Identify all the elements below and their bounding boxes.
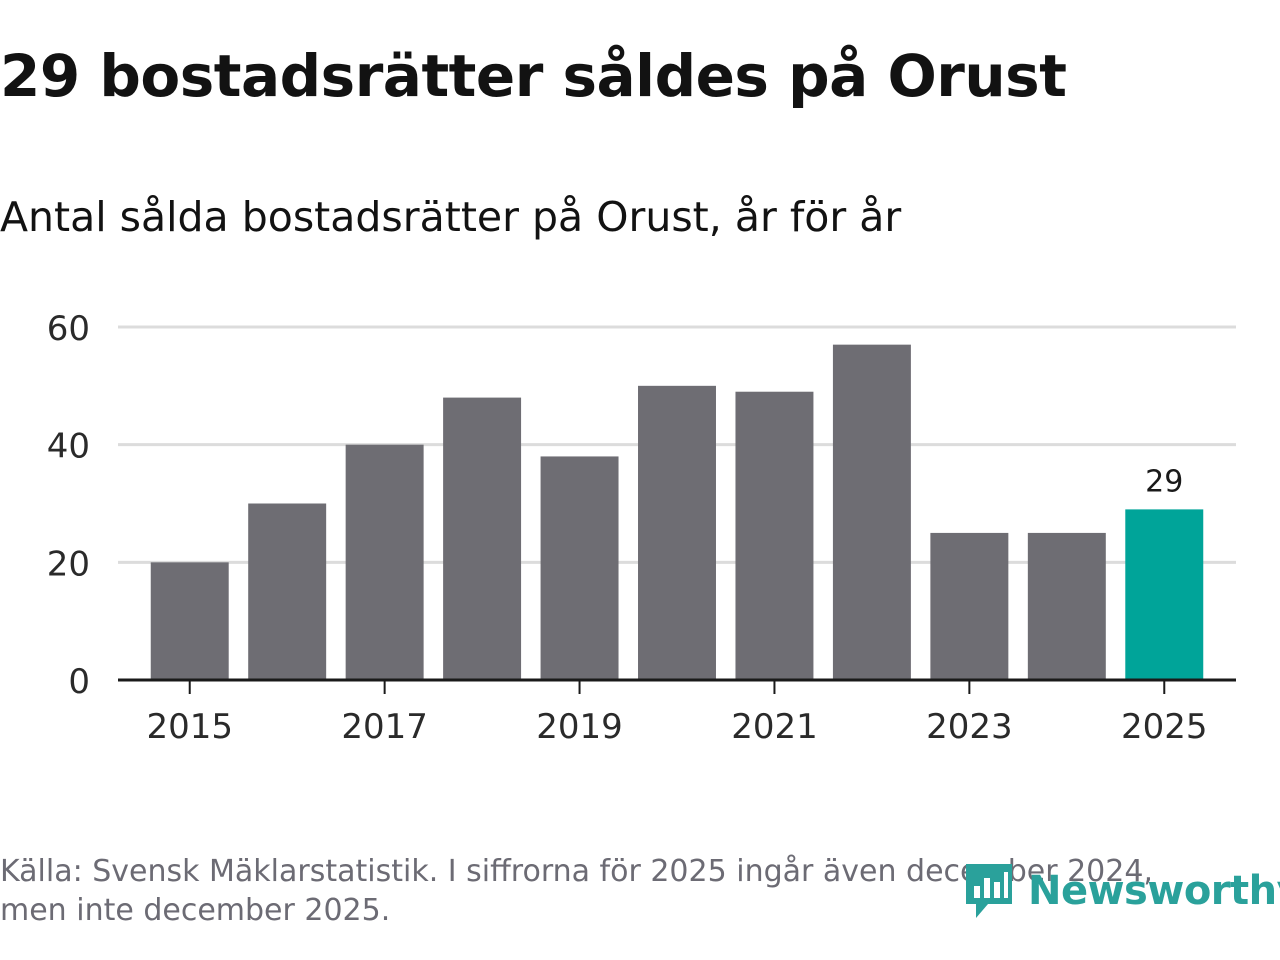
bar-2024 <box>1027 532 1106 680</box>
bar-2022 <box>832 344 911 680</box>
bar-2021 <box>735 391 814 680</box>
source-note-line-1: Källa: Svensk Mäklarstatistik. I siffror… <box>0 854 1153 889</box>
data-label-2025: 29 <box>1145 464 1183 499</box>
y-tick-label-0: 0 <box>68 662 90 702</box>
bar-2017 <box>345 444 424 680</box>
bar-2016 <box>248 503 327 680</box>
x-tick-label-2023: 2023 <box>926 707 1013 747</box>
x-axis-ticks: 2015 2017 2019 2021 2023 2025 <box>118 678 1236 747</box>
data-labels: 29 <box>1145 464 1183 499</box>
chart-title: 29 bostadsrätter såldes på Orust <box>0 42 1067 110</box>
newsworthy-chat-chart-icon <box>966 864 1012 918</box>
bar-2015 <box>150 562 229 680</box>
x-tick-label-2025: 2025 <box>1121 707 1208 747</box>
y-axis-ticks: 0 20 40 60 <box>47 309 90 702</box>
bar-2020 <box>638 385 716 680</box>
source-note-line-2: men inte december 2025. <box>0 893 391 928</box>
bar-chart: 0 20 40 60 2015 2017 2019 2021 2023 2025 29 <box>47 309 1236 747</box>
x-tick-label-2019: 2019 <box>536 707 623 747</box>
x-tick-label-2021: 2021 <box>731 707 818 747</box>
source-note: Källa: Svensk Mäklarstatistik. I siffror… <box>0 852 1220 930</box>
bar-2018 <box>443 397 522 680</box>
bar-2019 <box>540 456 619 680</box>
logo-name: Newsworthy <box>1028 868 1280 914</box>
bar-2025 <box>1125 509 1204 680</box>
y-tick-label-60: 60 <box>47 309 90 349</box>
bar-2023 <box>930 532 1009 680</box>
x-tick-label-2015: 2015 <box>146 707 233 747</box>
chart-subtitle: Antal sålda bostadsrätter på Orust, år f… <box>0 193 902 241</box>
newsworthy-logo: Newsworthy <box>962 860 1280 922</box>
y-tick-label-40: 40 <box>47 427 90 467</box>
bars <box>150 344 1204 680</box>
x-tick-label-2017: 2017 <box>341 707 428 747</box>
y-tick-label-20: 20 <box>47 544 90 584</box>
